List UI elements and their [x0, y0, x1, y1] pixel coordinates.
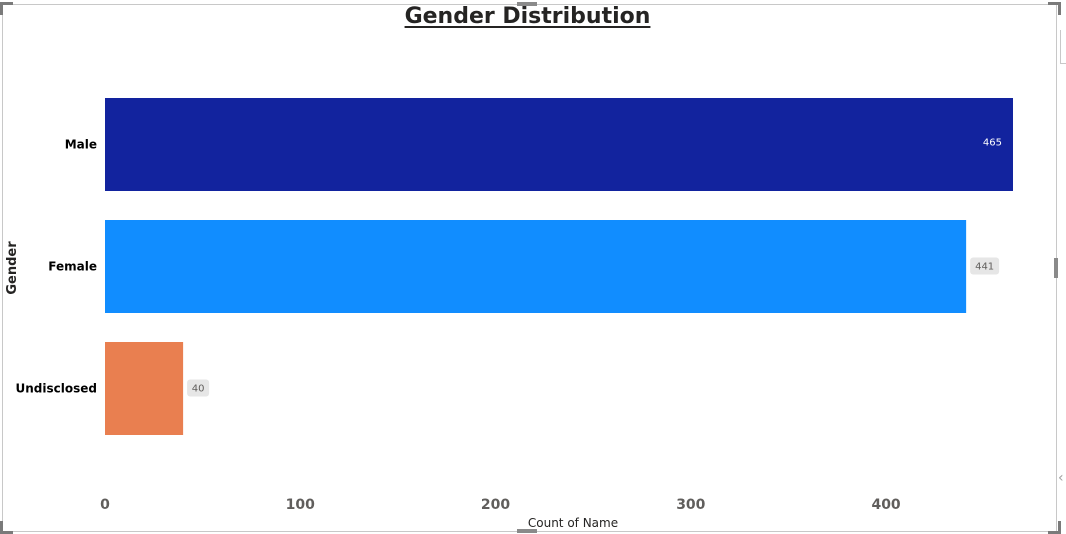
x-axis-title: Count of Name: [528, 516, 618, 530]
data-label-background-female: [970, 257, 1000, 275]
data-label-male: 465: [983, 138, 1002, 149]
resize-corner-bottom-left[interactable]: [0, 521, 13, 534]
category-label-female: Female: [48, 260, 97, 274]
data-label-female: 441: [975, 262, 994, 273]
x-tick-label: 200: [481, 497, 510, 513]
bar-undisclosed[interactable]: [105, 342, 184, 435]
value-axis: 0 100 200 300 400: [100, 497, 901, 513]
x-tick-label: 300: [676, 497, 705, 513]
category-axis: Male Female Undisclosed: [16, 138, 97, 396]
data-label-background-undisclosed: [187, 379, 210, 397]
resize-handle-right[interactable]: [1054, 258, 1058, 278]
category-label-male: Male: [65, 138, 97, 152]
bar-male[interactable]: [105, 98, 1013, 191]
collapse-chevron-icon[interactable]: ‹: [1058, 470, 1064, 486]
bars-layer: 465 441 40: [105, 98, 1013, 435]
chart-title: Gender Distribution: [404, 4, 651, 29]
resize-handle-top[interactable]: [517, 2, 537, 6]
x-tick-label: 100: [286, 497, 315, 513]
resize-corner-bottom-right[interactable]: [1048, 521, 1061, 534]
resize-corner-top-left[interactable]: [0, 2, 13, 15]
resize-handle-bottom[interactable]: [517, 529, 537, 533]
y-axis-title: Gender: [5, 241, 20, 295]
resize-corner-top-right[interactable]: [1048, 2, 1061, 15]
adjacent-visual-edge: [1060, 30, 1066, 64]
category-label-undisclosed: Undisclosed: [16, 382, 97, 396]
x-tick-label: 400: [871, 497, 900, 513]
bar-female[interactable]: [105, 220, 967, 313]
x-tick-label: 0: [100, 497, 110, 513]
data-label-undisclosed: 40: [192, 384, 205, 395]
